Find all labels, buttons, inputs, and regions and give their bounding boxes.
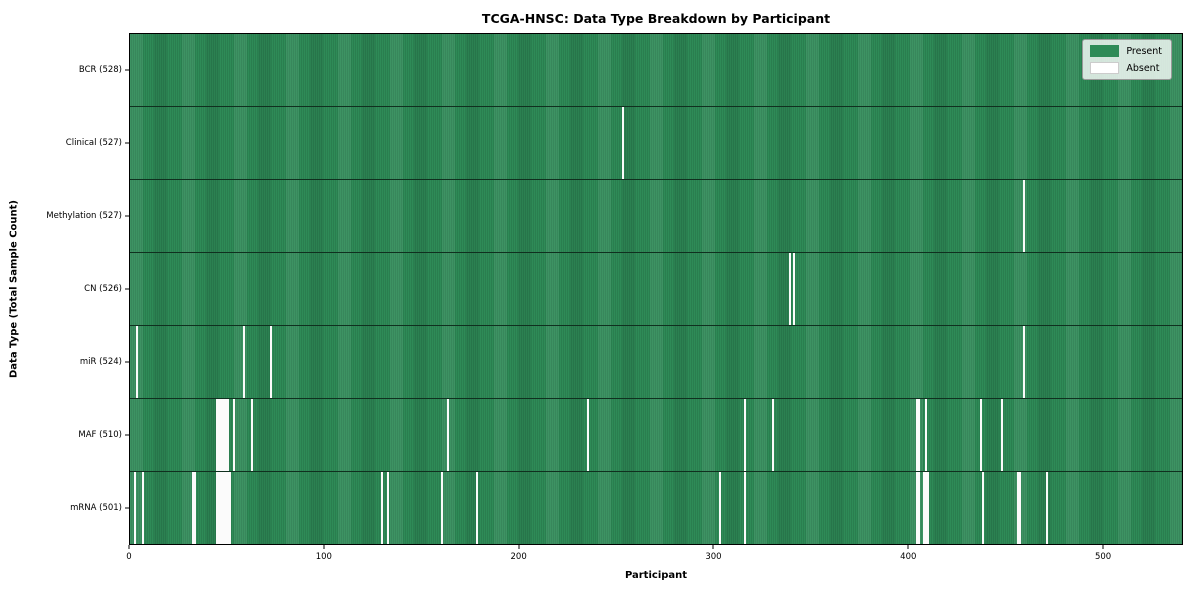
heatmap-row-maf [130,398,1182,471]
absent-stripe [386,472,389,544]
y-tick-mark [125,288,129,290]
y-tick-label-bcr: BCR (528) [78,64,122,75]
absent-stripe [250,399,253,471]
y-tick-mark [125,507,129,509]
absent-stripe [380,472,383,544]
absent-stripe [133,472,136,544]
absent-stripe [217,399,220,471]
absent-stripe [217,472,220,544]
absent-stripe [141,472,144,544]
absent-stripe [981,472,984,544]
absent-stripe [223,399,226,471]
absent-stripe [923,472,926,544]
absent-stripe [215,472,218,544]
x-tick-mark [128,545,130,549]
y-tick-label-mrna: mRNA (501) [70,503,122,514]
absent-stripe [925,399,928,471]
absent-stripe [1045,472,1048,544]
y-tick-label-maf: MAF (510) [78,430,122,441]
x-tick-mark [1102,545,1104,549]
absent-stripe [1018,472,1021,544]
absent-stripe [1001,399,1004,471]
x-tick-mark [907,545,909,549]
absent-stripe [446,399,449,471]
legend: Present Absent [1082,39,1172,80]
absent-stripe [744,399,747,471]
absent-stripe [215,399,218,471]
y-axis-tick-labels: BCR (528) Clinical (527) Methylation (527)… [0,33,122,545]
heatmap-row-clinical [130,106,1182,179]
x-tick-label-0: 0 [126,552,132,562]
heatmap-row-mir [130,325,1182,398]
absent-stripe [223,472,226,544]
absent-stripe [1016,472,1019,544]
absent-stripe [621,107,624,179]
y-tick-label-cn: CN (526) [84,284,122,294]
absent-stripe [194,472,197,544]
x-tick-label-200: 200 [510,552,527,562]
present-swatch [1090,45,1120,57]
absent-stripe [1022,326,1025,398]
absent-stripe [219,399,222,471]
absent-stripe [744,472,747,544]
legend-label-present: Present [1126,45,1162,57]
absent-stripe [793,253,796,325]
absent-stripe [1022,180,1025,252]
x-tick-label-300: 300 [705,552,722,562]
y-tick-mark [125,142,129,144]
absent-stripe [233,399,236,471]
absent-stripe [227,399,230,471]
y-tick-mark [125,69,129,71]
legend-item-present: Present [1090,45,1162,57]
absent-stripe [586,399,589,471]
heatmap-row-methylation [130,179,1182,252]
absent-stripe [192,472,195,544]
absent-stripe [221,399,224,471]
absent-stripe [925,472,928,544]
absent-stripe [441,472,444,544]
absent-stripe [771,399,774,471]
x-tick-label-100: 100 [315,552,332,562]
heatmap-row-mrna [130,471,1182,544]
y-tick-label-mir: miR (524) [79,357,122,368]
absent-stripe [915,472,918,544]
absent-stripe [917,399,920,471]
x-tick-label-400: 400 [900,552,917,562]
absent-stripe [789,253,792,325]
x-tick-label-500: 500 [1094,552,1112,562]
absent-stripe [927,472,930,544]
x-tick-mark [518,545,520,549]
absent-stripe [917,472,920,544]
y-tick-mark [125,215,129,217]
absent-stripe [225,472,228,544]
absent-stripe [242,326,245,398]
x-axis: 0 100 200 300 400 500 [126,545,1183,575]
absent-stripe [229,472,232,544]
absent-stripe [219,472,222,544]
absent-swatch [1090,62,1120,74]
absent-stripe [270,326,272,398]
chart-title: TCGA-HNSC: Data Type Breakdown by Partic… [481,11,831,26]
absent-stripe [719,472,722,544]
y-tick-label-methylation: Methylation (527) [46,210,122,221]
absent-stripe [221,472,224,544]
absent-stripe [979,399,982,471]
x-tick-mark [712,545,714,549]
y-tick-mark [125,434,129,436]
legend-item-absent: Absent [1090,62,1162,74]
absent-stripe [227,472,230,544]
x-tick-mark [323,545,325,549]
plot-area: Present Absent [129,33,1183,545]
y-tick-mark [125,361,129,363]
heatmap-row-bcr [130,34,1182,106]
absent-stripe [915,399,918,471]
absent-stripe [135,326,138,398]
legend-label-absent: Absent [1126,62,1160,74]
heatmap-row-cn [130,252,1182,325]
x-axis-label: Participant [624,570,688,581]
y-tick-label-clinical: Clinical (527) [65,137,122,148]
absent-stripe [476,472,479,544]
absent-stripe [225,399,228,471]
